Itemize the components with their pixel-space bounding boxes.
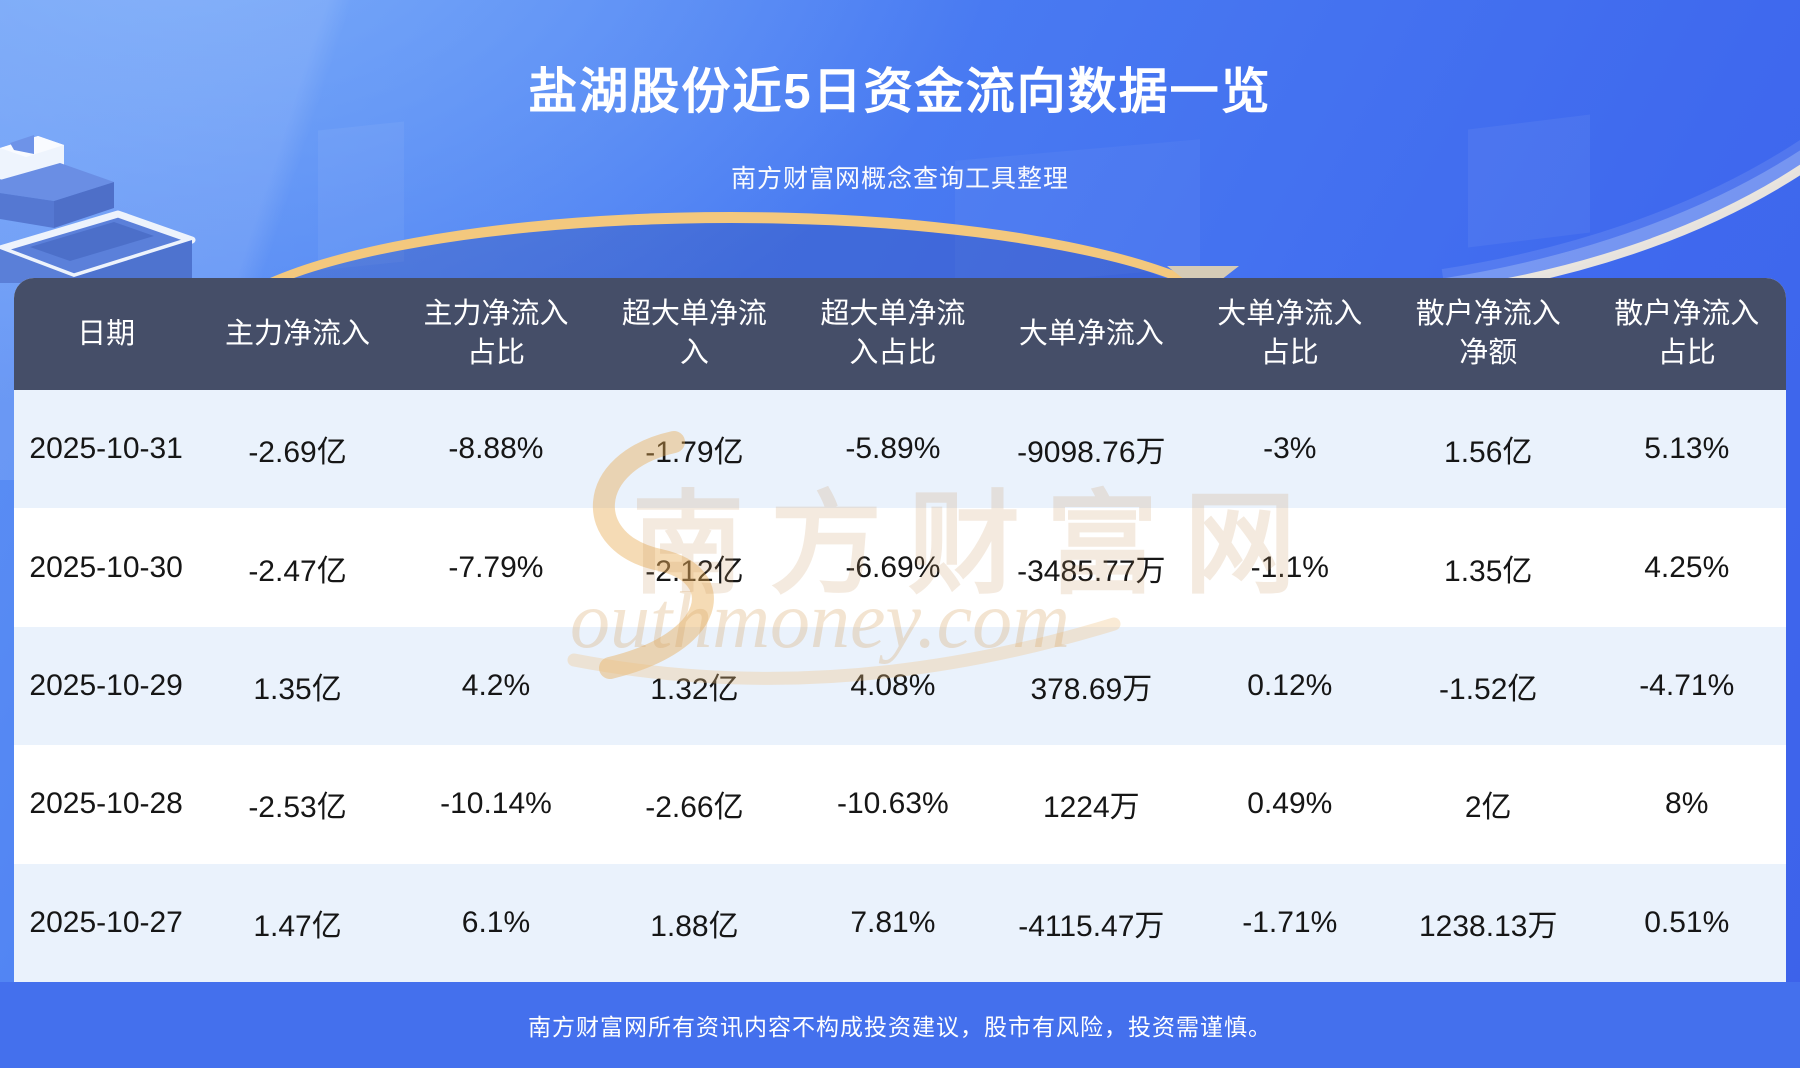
cell: -4115.47万 [1018, 909, 1165, 943]
cell: -7.79% [448, 550, 544, 584]
cell: 1.35亿 [253, 672, 342, 706]
footer-band: 南方财富网所有资讯内容不构成投资建议，股市有风险，投资需谨慎。 [0, 982, 1800, 1068]
column-header-date: 日期 [14, 278, 199, 390]
cell: -2.53亿 [248, 791, 347, 825]
cell: 1238.13万 [1419, 909, 1558, 943]
cell: -10.14% [440, 787, 552, 821]
column-header-main-net-inflow: 主力净流入 [198, 278, 397, 390]
cell-date: 2025-10-27 [29, 905, 183, 939]
cell: 6.1% [461, 905, 531, 939]
page-subtitle: 南方财富网概念查询工具整理 [730, 165, 1069, 193]
cell: -2.66亿 [645, 791, 744, 825]
cell: -1.52亿 [1439, 672, 1538, 706]
cell: 378.69万 [1030, 672, 1153, 706]
cell: 4.2% [461, 668, 531, 702]
cell: -2.69亿 [248, 436, 347, 470]
page-title: 盐湖股份近5日资金流向数据一览 [528, 65, 1272, 119]
cell: -2.47亿 [248, 554, 347, 588]
cell: -1.71% [1242, 905, 1338, 939]
column-header-xl-order-net-inflow: 超大单净流 入 [595, 278, 794, 390]
cell: -3485.77万 [1017, 554, 1166, 588]
cell-date: 2025-10-31 [29, 432, 183, 466]
table-header-row: 日期 主力净流入 主力净流入 占比 超大单净流 入 超大单净流 入占比 大单净流… [14, 278, 1786, 390]
cell: -5.89% [845, 432, 941, 466]
cell: 4.08% [850, 668, 936, 702]
cell: 4.25% [1644, 550, 1730, 584]
cell: 0.12% [1247, 668, 1333, 702]
cell: 1.56亿 [1444, 436, 1533, 470]
table-row: 2025-10-31 -2.69亿 -8.88% -1.79亿 -5.89% -… [14, 390, 1786, 509]
column-header-retail-net-inflow: 散户净流入 净额 [1389, 278, 1588, 390]
table-row: 2025-10-30 -2.47亿 -7.79% -2.12亿 -6.69% -… [14, 508, 1786, 627]
cell: 7.81% [850, 905, 936, 939]
table-row: 2025-10-28 -2.53亿 -10.14% -2.66亿 -10.63%… [14, 745, 1786, 864]
cell: -9098.76万 [1017, 436, 1166, 470]
cell: 0.51% [1644, 905, 1730, 939]
column-header-large-order-net-inflow-ratio: 大单净流入 占比 [1190, 278, 1389, 390]
cell: -8.88% [448, 432, 544, 466]
cell: -4.71% [1639, 668, 1735, 702]
cell: 8% [1665, 787, 1709, 821]
capital-flow-table: 日期 主力净流入 主力净流入 占比 超大单净流 入 超大单净流 入占比 大单净流… [14, 278, 1786, 982]
column-header-large-order-net-inflow: 大单净流入 [992, 278, 1191, 390]
cell: -1.79亿 [645, 436, 744, 470]
cell: 0.49% [1247, 787, 1333, 821]
cell: -2.12亿 [645, 554, 744, 588]
cell: 5.13% [1644, 432, 1730, 466]
cell: -3% [1263, 432, 1317, 466]
column-header-retail-net-inflow-ratio: 散户净流入 占比 [1587, 278, 1786, 390]
cell: 1.47亿 [253, 909, 342, 943]
column-header-xl-order-net-inflow-ratio: 超大单净流 入占比 [793, 278, 993, 390]
cell: -1.1% [1250, 550, 1329, 584]
table-row: 2025-10-29 1.35亿 4.2% 1.32亿 4.08% 378.69… [14, 626, 1786, 746]
hero-section: 盐湖股份近5日资金流向数据一览 南方财富网概念查询工具整理 [0, 0, 1800, 195]
cell-date: 2025-10-30 [29, 550, 183, 584]
cell: 2亿 [1464, 791, 1512, 825]
cell: 1224万 [1042, 791, 1140, 825]
cell: 1.88亿 [650, 909, 739, 943]
cell-date: 2025-10-28 [29, 787, 183, 821]
cell: 1.32亿 [650, 672, 739, 706]
cell-date: 2025-10-29 [29, 668, 183, 702]
cell: -10.63% [836, 787, 949, 821]
column-header-main-net-inflow-ratio: 主力净流入 占比 [396, 278, 596, 390]
disclaimer-text: 南方财富网所有资讯内容不构成投资建议，股市有风险，投资需谨慎。 [528, 1014, 1272, 1040]
table-row: 2025-10-27 1.47亿 6.1% 1.88亿 7.81% -4115.… [14, 863, 1786, 982]
data-panel: 日期 主力净流入 主力净流入 占比 超大单净流 入 超大单净流 入占比 大单净流… [14, 278, 1786, 982]
cell: -6.69% [845, 550, 941, 584]
cell: 1.35亿 [1444, 554, 1533, 588]
